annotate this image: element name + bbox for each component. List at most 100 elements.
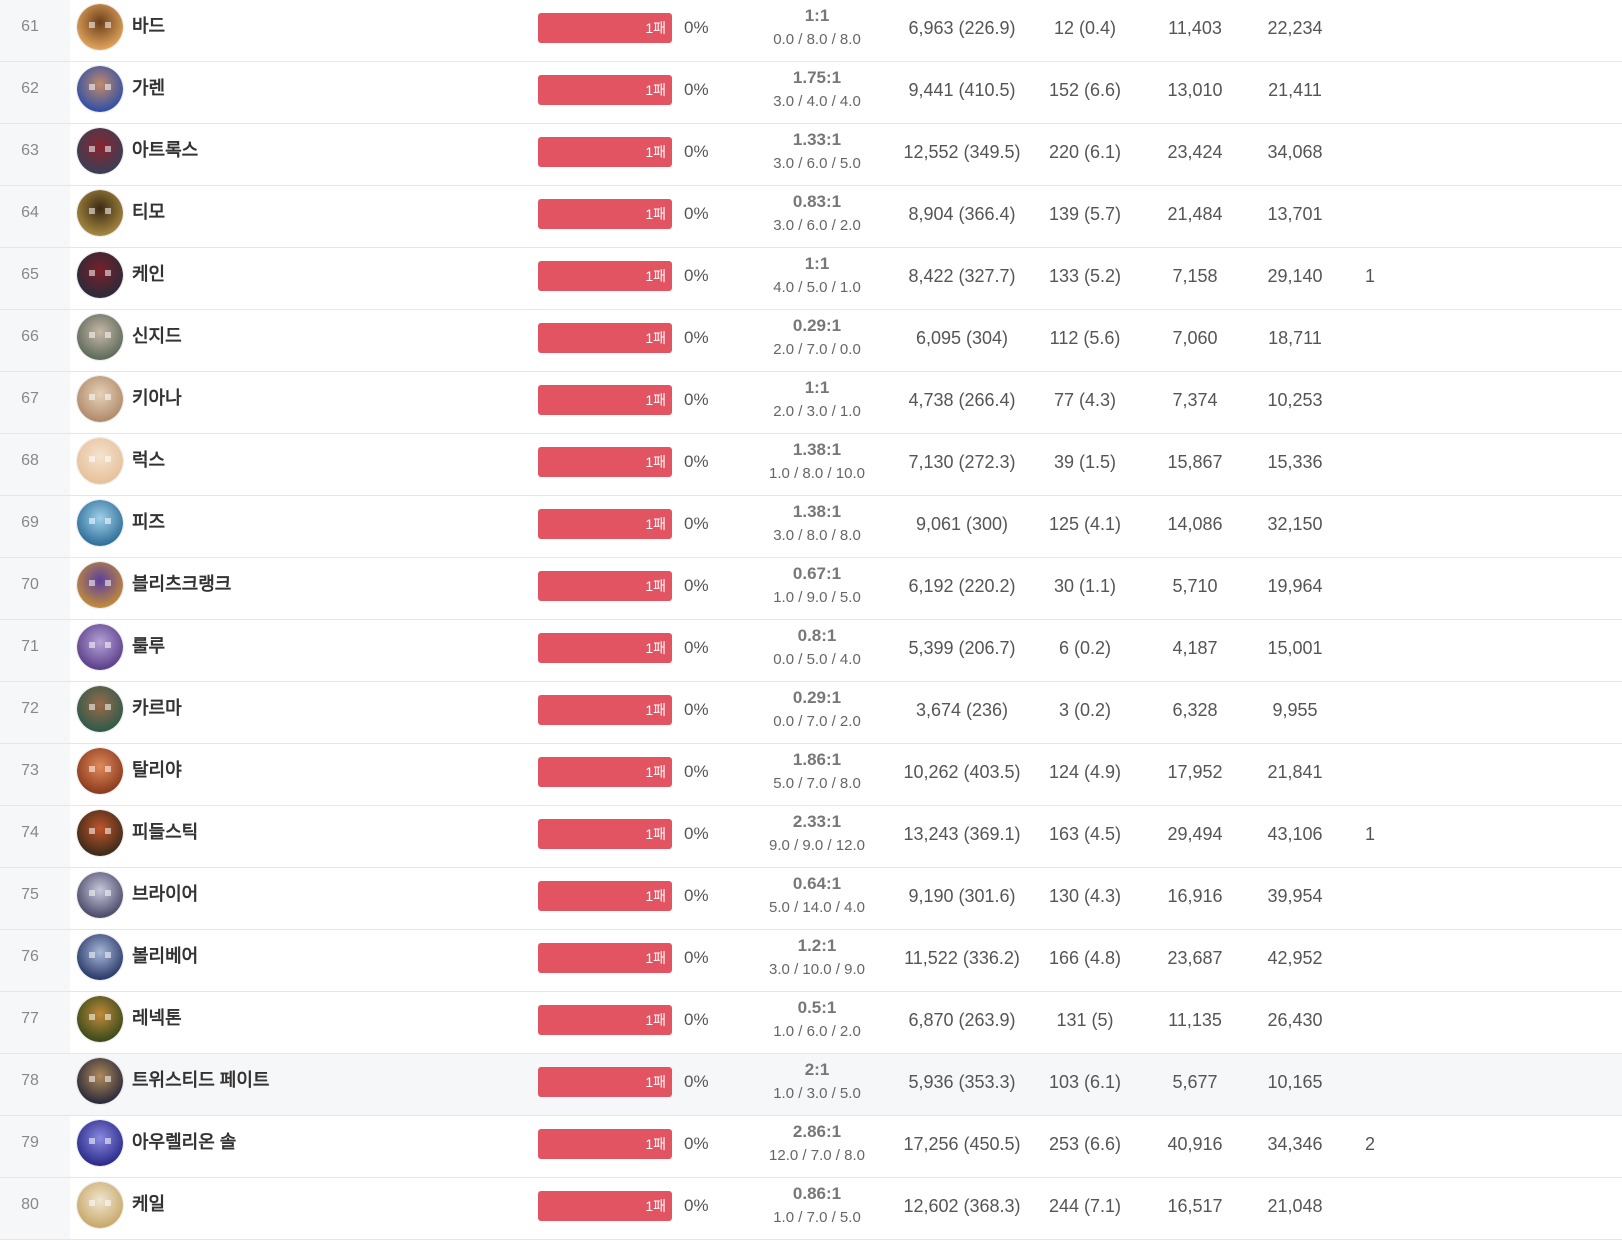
kda-ratio: 2.86:1 [792,1122,842,1141]
champion-avatar[interactable] [76,809,124,857]
loss-bar: 1패 [538,323,672,353]
champion-avatar[interactable] [76,437,124,485]
champion-avatar[interactable] [76,375,124,423]
rank-number: 76 [21,948,39,965]
champion-avatar[interactable] [76,933,124,981]
cs-value: 133 (5.2) [1048,266,1122,286]
portrait-detail [89,1076,111,1082]
champion-avatar[interactable] [76,623,124,671]
champion-name[interactable]: 블리츠크랭크 [132,574,232,594]
champion-avatar[interactable] [76,127,124,175]
stat-value-a: 14,086 [1167,514,1223,534]
table-row[interactable]: 77 레넥톤 1패 0% 0.5:1 1.0 / 6.0 / 2.0 6,870 (263.… [0,992,1622,1054]
table-row[interactable]: 79 아우렐리온 솔 1패 0% 2.86:1 12.0 / 7.0 / 8.0 17,25… [0,1116,1622,1178]
champion-avatar[interactable] [76,65,124,113]
champion-name[interactable]: 탈리야 [132,760,182,780]
champion-avatar[interactable] [76,1057,124,1105]
champion-name[interactable]: 케일 [132,1194,166,1214]
champion-name[interactable]: 트위스티드 페이트 [132,1070,270,1090]
table-row[interactable]: 75 브라이어 1패 0% 0.64:1 5.0 / 14.0 / 4.0 9,190 (3… [0,868,1622,930]
champion-name[interactable]: 카르마 [132,698,182,718]
table-row[interactable]: 78 트위스티드 페이트 1패 0% 2:1 1.0 / 3.0 / 5.0 5,936 (… [0,1054,1622,1116]
champion-portrait [77,1058,123,1104]
champion-name[interactable]: 아우렐리온 솔 [132,1132,237,1152]
champion-avatar[interactable] [76,189,124,237]
champion-portrait [77,934,123,980]
stat-value-b: 15,336 [1267,452,1323,472]
stat-value-a: 17,952 [1167,762,1223,782]
rank-number: 68 [21,452,39,469]
rank-number: 69 [21,514,39,531]
table-row[interactable]: 64 티모 1패 0% 0.83:1 3.0 / 6.0 / 2.0 8,904 (366.… [0,186,1622,248]
table-row[interactable]: 74 피들스틱 1패 0% 2.33:1 9.0 / 9.0 / 12.0 13,243 (… [0,806,1622,868]
champion-avatar[interactable] [76,995,124,1043]
damage-value: 9,441 (410.5) [908,80,1016,100]
stat-value-b: 10,165 [1267,1072,1323,1092]
champion-name[interactable]: 럭스 [132,450,166,470]
table-row[interactable]: 70 블리츠크랭크 1패 0% 0.67:1 1.0 / 9.0 / 5.0 6,192 (… [0,558,1622,620]
champion-portrait [77,872,123,918]
champion-avatar[interactable] [76,1119,124,1167]
champion-avatar[interactable] [76,747,124,795]
kda-ratio: 1.38:1 [792,502,842,521]
table-row[interactable]: 63 아트록스 1패 0% 1.33:1 3.0 / 6.0 / 5.0 12,552 (3… [0,124,1622,186]
champion-avatar[interactable] [76,561,124,609]
champion-portrait [77,624,123,670]
cs-value: 103 (6.1) [1048,1072,1122,1092]
table-row[interactable]: 80 케일 1패 0% 0.86:1 1.0 / 7.0 / 5.0 12,602 (368… [0,1178,1622,1240]
champion-name[interactable]: 룰루 [132,636,166,656]
rank-cell: 69 [0,496,70,557]
champion-name[interactable]: 가렌 [132,78,166,98]
champion-avatar[interactable] [76,3,124,51]
champion-name[interactable]: 피들스틱 [132,822,199,842]
rank-number: 75 [21,886,39,903]
champion-name[interactable]: 브라이어 [132,884,199,904]
portrait-detail [89,1014,111,1020]
champion-name[interactable]: 볼리베어 [132,946,199,966]
rank-cell: 61 [0,0,70,61]
loss-bar: 1패 [538,509,672,539]
champion-portrait [77,500,123,546]
champion-avatar[interactable] [76,1181,124,1229]
table-row[interactable]: 72 카르마 1패 0% 0.29:1 0.0 / 7.0 / 2.0 3,674 (236… [0,682,1622,744]
table-row[interactable]: 66 신지드 1패 0% 0.29:1 2.0 / 7.0 / 0.0 6,095 (304… [0,310,1622,372]
table-row[interactable]: 61 바드 1패 0% 1:1 0.0 / 8.0 / 8.0 6,963 (226.9) 1… [0,0,1622,62]
champion-name[interactable]: 티모 [132,202,166,222]
rank-number: 77 [21,1010,39,1027]
table-row[interactable]: 65 케인 1패 0% 1:1 4.0 / 5.0 / 1.0 8,422 (327.7) 1… [0,248,1622,310]
loss-bar-label: 1패 [645,702,666,718]
kda-ratio: 0.29:1 [792,316,842,335]
stat-value-a: 23,687 [1167,948,1223,968]
cs-value: 77 (4.3) [1053,390,1117,410]
table-row[interactable]: 69 피즈 1패 0% 1.38:1 3.0 / 8.0 / 8.0 9,061 (300)… [0,496,1622,558]
champion-avatar[interactable] [76,251,124,299]
cs-value: 220 (6.1) [1048,142,1122,162]
champion-portrait [77,252,123,298]
champion-avatar[interactable] [76,871,124,919]
rank-number: 63 [21,142,39,159]
champion-name[interactable]: 아트록스 [132,140,199,160]
champion-name[interactable]: 레넥톤 [132,1008,182,1028]
champion-avatar[interactable] [76,313,124,361]
champion-avatar[interactable] [76,685,124,733]
table-row[interactable]: 76 볼리베어 1패 0% 1.2:1 3.0 / 10.0 / 9.0 11,522 (3… [0,930,1622,992]
table-row[interactable]: 62 가렌 1패 0% 1.75:1 3.0 / 4.0 / 4.0 9,441 (410.… [0,62,1622,124]
table-row[interactable]: 71 룰루 1패 0% 0.8:1 0.0 / 5.0 / 4.0 5,399 (206.7… [0,620,1622,682]
champion-name[interactable]: 피즈 [132,512,166,532]
stat-value-a: 5,677 [1172,1072,1218,1092]
cs-value: 30 (1.1) [1053,576,1117,596]
rank-cell: 63 [0,124,70,185]
stat-value-a: 5,710 [1172,576,1218,596]
rank-number: 65 [21,266,39,283]
table-row[interactable]: 67 키아나 1패 0% 1:1 2.0 / 3.0 / 1.0 4,738 (266.4)… [0,372,1622,434]
champion-name[interactable]: 케인 [132,264,166,284]
champion-name[interactable]: 신지드 [132,326,182,346]
table-row[interactable]: 68 럭스 1패 0% 1.38:1 1.0 / 8.0 / 10.0 7,130 (272… [0,434,1622,496]
table-row[interactable]: 73 탈리야 1패 0% 1.86:1 5.0 / 7.0 / 8.0 10,262 (40… [0,744,1622,806]
win-rate: 0% [684,452,709,471]
damage-value: 6,963 (226.9) [908,18,1016,38]
damage-value: 6,192 (220.2) [908,576,1016,596]
champion-name[interactable]: 바드 [132,16,166,36]
champion-name[interactable]: 키아나 [132,388,182,408]
champion-avatar[interactable] [76,499,124,547]
